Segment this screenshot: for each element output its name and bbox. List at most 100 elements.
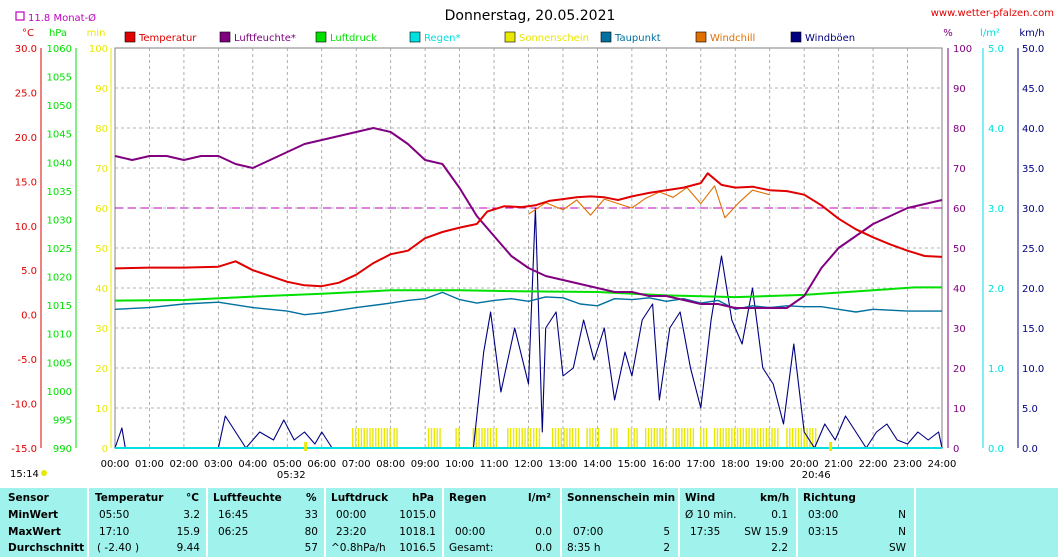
- plot-area: 30.0 25.0 20.0 15.0 10.0 5.0 0.0 -5.0 -10.0 -15.0…: [11, 28, 1045, 481]
- sun-avg: 2: [663, 542, 670, 554]
- wind-tick-label: 5.0: [1022, 404, 1038, 415]
- pressure-tick-label: 1000: [47, 387, 72, 398]
- pressure-tick-label: 1025: [47, 244, 72, 255]
- hum-max: 80: [304, 526, 318, 538]
- wind-min: 0.1: [771, 509, 788, 521]
- temperature-tick-label: 15.0: [15, 177, 37, 188]
- stats-panel-temperature: [89, 488, 206, 557]
- minutes-tick-label: 100: [89, 44, 108, 55]
- wind-min-label: Ø 10 min.: [685, 509, 737, 521]
- temp-min-time: 05:50: [99, 509, 130, 521]
- legend-swatch: [790, 31, 802, 43]
- x-tick-label: 21:00: [824, 459, 853, 470]
- dir-min-time: 03:00: [808, 509, 839, 521]
- pressure-tick-label: 1060: [47, 44, 72, 55]
- sunset-time-label: 20:46: [802, 470, 831, 481]
- row-header-avg: Durchschnitt: [8, 542, 85, 554]
- humidity-tick-label: 100: [953, 44, 972, 55]
- minutes-tick-label: 70: [95, 164, 108, 175]
- site-link[interactable]: www.wetter-pfalzen.com: [931, 8, 1054, 19]
- wind-unit: km/h: [760, 492, 790, 504]
- sunshine-series: [352, 428, 817, 448]
- dir-avg: SW: [888, 542, 906, 554]
- wind-tick-label: 45.0: [1022, 84, 1044, 95]
- press-unit: hPa: [412, 492, 434, 504]
- wind-max-time: 17:35: [690, 526, 721, 538]
- x-tick-label: 04:00: [238, 459, 267, 470]
- dir-max: N: [898, 526, 906, 538]
- stats-panel-wind: [680, 488, 796, 557]
- hum-min: 33: [304, 509, 318, 521]
- legend-label: Windchill: [710, 33, 755, 44]
- pressure-tick-label: 1015: [47, 301, 72, 312]
- press-min: 1015.0: [399, 509, 436, 521]
- wind-tick-label: 30.0: [1022, 204, 1044, 215]
- rain-tick-label: 0.0: [988, 444, 1004, 455]
- series-line-taupunkt: [114, 291, 942, 316]
- humidity-tick-label: 10: [953, 404, 966, 415]
- legend-swatch: [409, 31, 421, 43]
- chart-title: Donnerstag, 20.05.2021: [445, 8, 616, 24]
- x-tick-label: 20:00: [790, 459, 819, 470]
- x-tick-label: 14:00: [583, 459, 612, 470]
- rain-max-time: 00:00: [455, 526, 486, 538]
- dir-title: Richtung: [803, 492, 856, 504]
- legend-swatch: [315, 31, 327, 43]
- press-max: 1018.1: [399, 526, 436, 538]
- legend-label: Sonnenschein: [519, 33, 589, 44]
- rain-tick-label: 5.0: [988, 44, 1004, 55]
- humidity-tick-label: 70: [953, 164, 966, 175]
- pressure-tick-label: 995: [53, 415, 72, 426]
- x-tick-label: 12:00: [514, 459, 543, 470]
- wind-tick-label: 40.0: [1022, 124, 1044, 135]
- x-tick-label: 06:00: [307, 459, 336, 470]
- temperature-tick-label: -10.0: [11, 400, 37, 411]
- sun-title: Sonnenschein min: [567, 492, 676, 504]
- rain-tick-label: 3.0: [988, 204, 1004, 215]
- wind-tick-label: 10.0: [1022, 364, 1044, 375]
- series-line-windchill: [528, 185, 770, 219]
- minutes-tick-label: 30: [95, 324, 108, 335]
- pressure-unit: hPa: [49, 28, 67, 39]
- weather-chart: Donnerstag, 20.05.2021 www.wetter-pfalze…: [10, 8, 1054, 481]
- rain-max: 0.0: [535, 526, 552, 538]
- temperature-tick-label: 20.0: [15, 133, 37, 144]
- month-avg-icon: [15, 11, 25, 21]
- press-avg-note: ^0.8hPa/h: [331, 542, 386, 554]
- stats-panel-empty: [916, 488, 1058, 557]
- x-tick-label: 07:00: [342, 459, 371, 470]
- row-header-min: MinWert: [8, 509, 59, 521]
- humidity-unit: %: [943, 28, 953, 39]
- humidity-tick-label: 0: [953, 444, 959, 455]
- dir-max-time: 03:15: [808, 526, 839, 538]
- legend-swatch: [600, 31, 612, 43]
- temp-title: Temperatur: [95, 492, 164, 504]
- sunrise-marker-time: 15:14: [10, 469, 39, 480]
- temperature-tick-label: 10.0: [15, 222, 37, 233]
- hum-min-time: 16:45: [218, 509, 249, 521]
- minutes-tick-label: 10: [95, 404, 108, 415]
- pressure-tick-label: 1040: [47, 158, 72, 169]
- legend-label: Luftdruck: [330, 33, 377, 44]
- minutes-tick-label: 0: [102, 444, 108, 455]
- x-tick-label: 17:00: [686, 459, 715, 470]
- humidity-tick-label: 90: [953, 84, 966, 95]
- legend-swatch: [124, 31, 136, 43]
- temperature-tick-label: 30.0: [15, 44, 37, 55]
- series-line-luftfeuchte: [114, 127, 943, 309]
- pressure-tick-label: 1045: [47, 130, 72, 141]
- x-tick-label: 00:00: [101, 459, 130, 470]
- temp-max-time: 17:10: [99, 526, 130, 538]
- temperature-tick-label: 0.0: [21, 311, 37, 322]
- rain-unit: l/m²: [980, 28, 1000, 39]
- press-avg: 1016.5: [399, 542, 436, 554]
- humidity-tick-label: 20: [953, 364, 966, 375]
- humidity-tick-label: 40: [953, 284, 966, 295]
- dir-min: N: [898, 509, 906, 521]
- sun-total-hours: 8:35 h: [567, 542, 601, 554]
- x-tick-label: 05:00: [273, 459, 302, 470]
- rain-title: Regen: [449, 492, 487, 504]
- legend-label: Regen*: [424, 33, 461, 44]
- series-line-windböen: [114, 207, 943, 449]
- temperature-tick-label: 25.0: [15, 88, 37, 99]
